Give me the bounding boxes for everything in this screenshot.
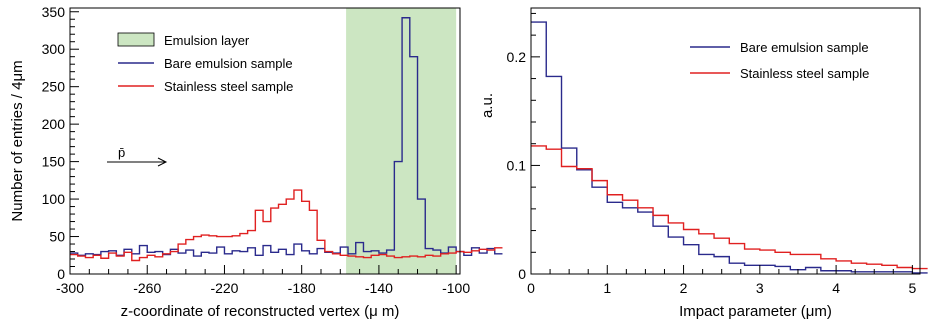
x-tick-label: 2 bbox=[680, 280, 688, 296]
emulsion-layer-region bbox=[346, 8, 457, 274]
x-tick-label: -180 bbox=[288, 280, 316, 296]
y-tick-label: 250 bbox=[42, 79, 66, 95]
y-axis-title: a.u. bbox=[479, 93, 496, 118]
x-tick-label: -220 bbox=[210, 280, 238, 296]
y-tick-label: 350 bbox=[42, 4, 66, 20]
y-axis-title: Number of entries / 4μm bbox=[9, 60, 26, 221]
y-tick-label: 0.2 bbox=[507, 49, 527, 65]
y-tick-label: 200 bbox=[42, 116, 66, 132]
legend-label: Stainless steel sample bbox=[740, 66, 869, 81]
y-tick-label: 0 bbox=[57, 266, 65, 282]
plot-frame bbox=[69, 7, 461, 275]
legend-label: Bare emulsion sample bbox=[740, 40, 869, 55]
x-tick-label: -140 bbox=[365, 280, 393, 296]
y-tick-label: 0 bbox=[518, 266, 526, 282]
x-tick-label: 0 bbox=[527, 280, 535, 296]
x-tick-label: 5 bbox=[908, 280, 916, 296]
y-tick-label: 150 bbox=[42, 154, 66, 170]
x-axis-title: z-coordinate of reconstructed vertex (μ … bbox=[121, 303, 400, 320]
y-tick-label: 300 bbox=[42, 41, 66, 57]
x-tick-label: -100 bbox=[442, 280, 470, 296]
series-line-bare-emulsion-sample bbox=[70, 17, 503, 257]
z-vertex-chart: -300 -260 -220 -180 -140 -100 0 50 100 150 200 250 3… bbox=[9, 4, 503, 320]
series-line-stainless-steel-sample bbox=[531, 145, 928, 270]
series-line-bare-emulsion-sample bbox=[531, 21, 928, 274]
y-tick-label: 50 bbox=[49, 229, 65, 245]
plot-frame bbox=[530, 7, 921, 275]
series-line-stainless-steel-sample bbox=[70, 189, 503, 262]
y-tick-label: 0.1 bbox=[507, 157, 527, 173]
x-tick-label: -300 bbox=[56, 280, 84, 296]
arrow-head-icon bbox=[157, 157, 168, 167]
x-tick-label: -260 bbox=[133, 280, 161, 296]
x-tick-label: 1 bbox=[603, 280, 611, 296]
impact-parameter-chart: 0 1 2 3 4 5 0 0.1 0.2 Impact parameter (μm) a.u. Ba… bbox=[479, 7, 928, 320]
x-tick-label: 4 bbox=[832, 280, 840, 296]
legend-label: Emulsion layer bbox=[164, 33, 250, 48]
x-axis-title: Impact parameter (μm) bbox=[679, 303, 832, 320]
x-tick-label: 3 bbox=[756, 280, 764, 296]
legend-label: Bare emulsion sample bbox=[164, 56, 293, 71]
y-tick-label: 100 bbox=[42, 191, 66, 207]
legend-label: Stainless steel sample bbox=[164, 79, 293, 94]
beam-direction-label: p̄ bbox=[118, 145, 125, 160]
legend-swatch-emulsion-layer bbox=[117, 32, 155, 47]
